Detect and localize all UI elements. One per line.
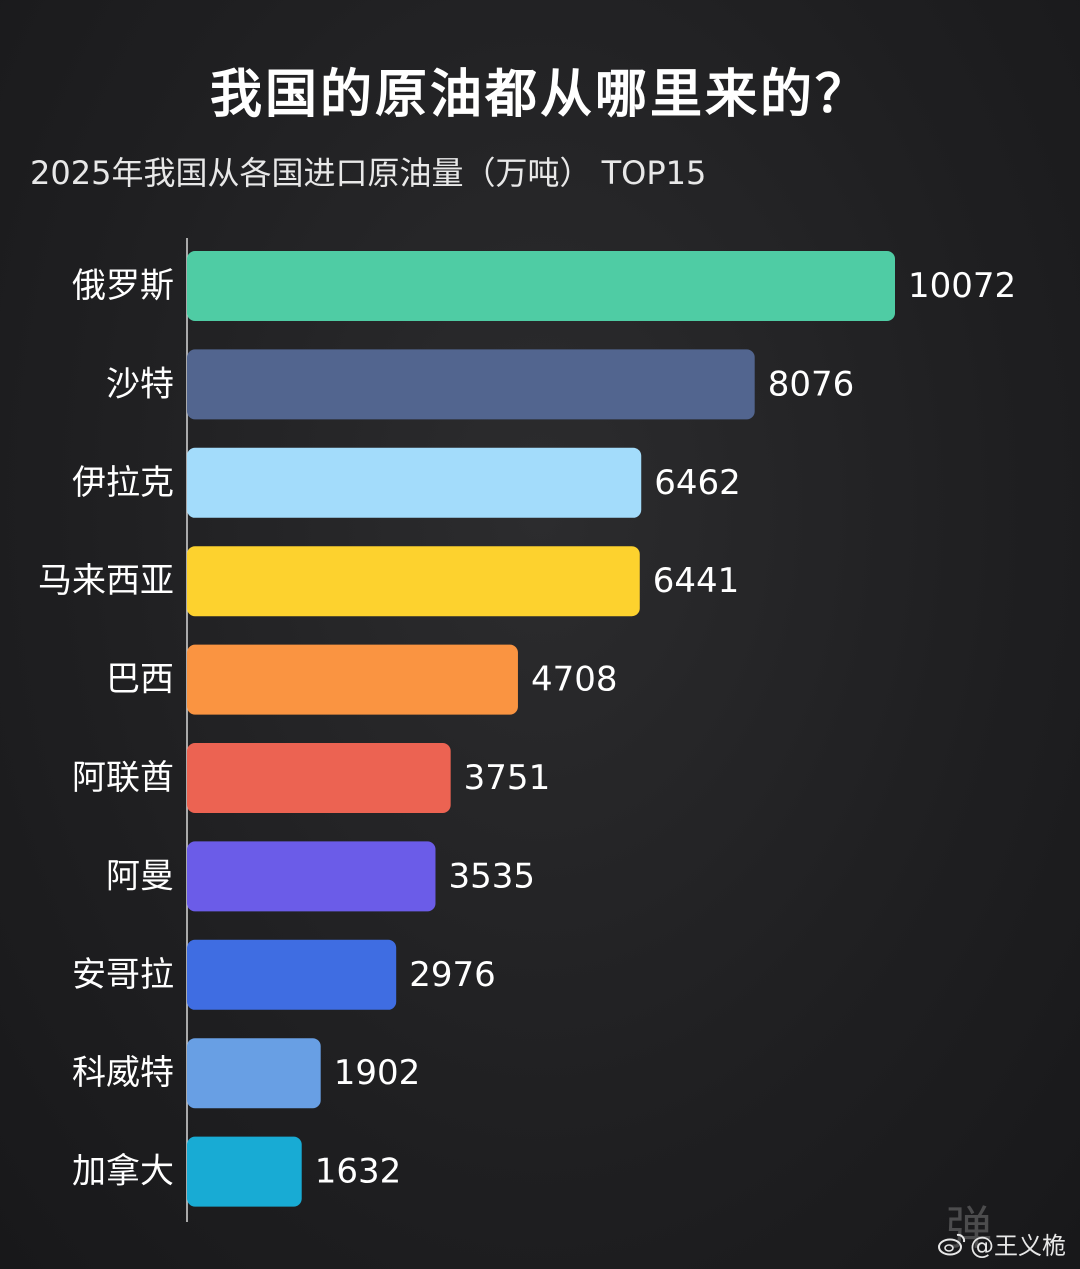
bar-10 [187,1136,302,1207]
value-label: 6441 [653,561,740,601]
value-label: 3535 [448,856,535,896]
category-label: 阿联酋 [72,758,174,798]
bar-2 [187,349,755,420]
bar-5 [187,644,518,715]
category-label: 科威特 [72,1053,174,1093]
value-label: 1902 [334,1053,421,1093]
category-label: 巴西 [106,660,174,700]
category-label: 伊拉克 [72,463,174,503]
category-label: 阿曼 [106,856,174,896]
category-label: 马来西亚 [38,561,174,601]
watermark: @王义桅 [938,1226,1066,1261]
bar-9 [187,1038,321,1109]
bar-6 [187,743,451,813]
category-label: 安哥拉 [72,955,174,995]
value-label: 1632 [315,1152,402,1192]
value-label: 3751 [464,758,551,798]
page-title: 我国的原油都从哪里来的？ [209,65,870,125]
category-label: 俄罗斯 [72,266,174,306]
bar-7 [187,841,436,912]
watermark-glyph: 弹 [946,1201,992,1255]
bars-group: 俄罗斯 10072 沙特 8076 伊拉克 6462 马来西亚 6441 巴西 4708 阿联酋 37… [38,251,1016,1207]
value-label: 4708 [531,660,618,700]
value-label: 6462 [654,463,741,503]
bar-4 [187,546,640,617]
weibo-icon [938,1232,966,1256]
category-label: 加拿大 [72,1152,174,1192]
value-label: 8076 [768,364,855,404]
value-label: 10072 [908,266,1016,306]
category-label: 沙特 [106,364,174,404]
bar-8 [187,939,397,1010]
value-label: 2976 [409,955,496,995]
bar-1 [187,251,895,321]
chart-subtitle: 2025年我国从各国进口原油量（万吨） TOP15 [30,154,707,192]
bar-3 [187,447,642,518]
watermark-text: @王义桅 [970,1232,1066,1260]
